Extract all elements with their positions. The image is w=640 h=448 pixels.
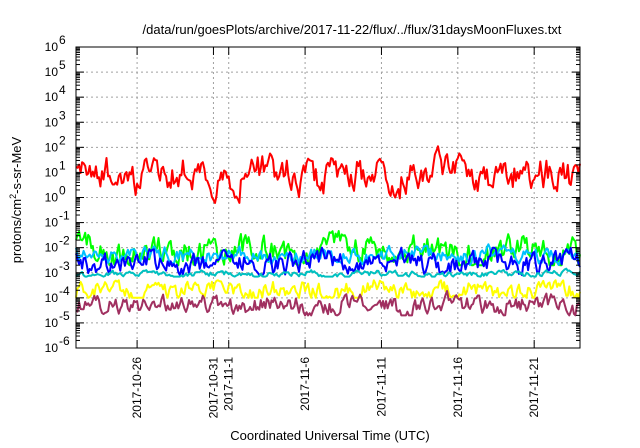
y-tick-exponent: 2 xyxy=(59,133,66,147)
y-tick-exponent: -4 xyxy=(59,284,70,298)
series-line-5 xyxy=(75,267,581,278)
y-tick-label: 10 xyxy=(45,140,59,154)
y-tick-exponent: 6 xyxy=(59,33,66,47)
series-line-2 xyxy=(75,230,581,267)
y-tick-exponent: 5 xyxy=(59,58,66,72)
y-tick-exponent: -6 xyxy=(59,334,70,348)
y-tick-label: 10 xyxy=(45,316,59,330)
y-axis-ticks: 10 -610 -510 -410 -310 -210 -110 010 110 210 310 41… xyxy=(45,33,580,355)
x-tick-label: 2017-10-26 xyxy=(130,357,144,419)
y-axis-label-rest: -s-sr-MeV xyxy=(9,136,24,193)
y-tick-exponent: -5 xyxy=(59,309,70,323)
series-line-6 xyxy=(75,279,581,299)
y-tick-label: 10 xyxy=(45,40,59,54)
y-tick-label: 10 xyxy=(45,65,59,79)
y-tick-exponent: -2 xyxy=(59,234,70,248)
y-tick-exponent: 4 xyxy=(59,83,66,97)
x-axis-ticks: 2017-10-26 2017-10-31 2017-11-1 2017-11-6 20… xyxy=(130,47,541,418)
x-tick-label: 2017-11-16 xyxy=(451,357,465,418)
y-tick-exponent: -3 xyxy=(59,259,70,273)
series-layer xyxy=(75,145,581,317)
y-tick-label: 10 xyxy=(45,216,59,230)
y-tick-label: 10 xyxy=(45,341,59,355)
y-tick-label: 10 xyxy=(45,165,59,179)
x-tick-label: 2017-11-6 xyxy=(298,357,312,411)
x-tick-label: 2017-11-21 xyxy=(527,357,541,418)
y-tick-label: 10 xyxy=(45,115,59,129)
y-tick-label: 10 xyxy=(45,291,59,305)
x-tick-label: 2017-11-11 xyxy=(374,357,388,417)
chart-title: /data/run/goesPlots/archive/2017-11-22/f… xyxy=(143,22,562,37)
series-line-7 xyxy=(75,290,581,317)
y-tick-label: 10 xyxy=(45,191,59,205)
x-axis-label: Coordinated Universal Time (UTC) xyxy=(230,428,429,443)
x-tick-label: 2017-11-1 xyxy=(222,357,236,411)
y-tick-exponent: -1 xyxy=(59,209,70,223)
series-line-1 xyxy=(75,145,581,204)
y-tick-exponent: 3 xyxy=(59,108,66,122)
y-axis-label-sup: 2 xyxy=(8,194,18,199)
y-tick-label: 10 xyxy=(45,241,59,255)
y-tick-exponent: 0 xyxy=(59,184,66,198)
series-line-4 xyxy=(75,246,581,277)
y-tick-label: 10 xyxy=(45,266,59,280)
y-axis-label-main: protons/cm xyxy=(9,199,24,263)
y-tick-exponent: 1 xyxy=(59,158,66,172)
y-tick-label: 10 xyxy=(45,90,59,104)
x-tick-label: 2017-10-31 xyxy=(206,357,220,419)
y-axis-label: protons/cm2-s-sr-MeV xyxy=(8,136,24,263)
